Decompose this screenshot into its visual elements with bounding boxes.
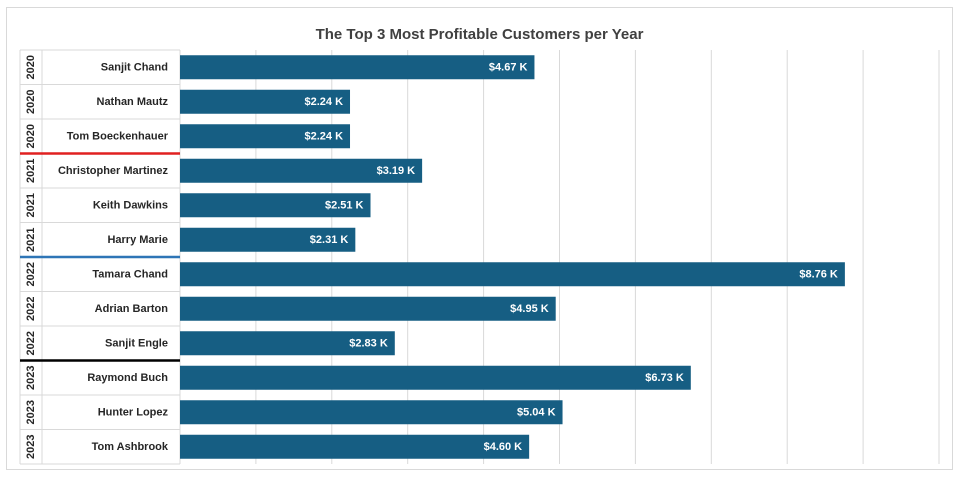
customer-tick-label: Keith Dawkins	[93, 199, 168, 211]
bar	[180, 227, 356, 252]
data-label: $4.95 K	[510, 303, 549, 315]
data-label: $4.60 K	[484, 441, 523, 453]
customer-tick-label: Sanjit Engle	[105, 337, 168, 349]
year-tick-label: 2020	[25, 90, 37, 114]
chart-title: The Top 3 Most Profitable Customers per …	[315, 26, 644, 43]
bar	[180, 296, 556, 321]
year-tick-label: 2021	[25, 159, 37, 183]
customer-tick-label: Sanjit Chand	[101, 61, 168, 73]
bar	[180, 158, 423, 183]
year-tick-label: 2023	[25, 366, 37, 390]
data-label: $6.73 K	[645, 372, 684, 384]
bar	[180, 400, 563, 425]
year-tick-label: 2021	[25, 193, 37, 217]
year-tick-label: 2020	[25, 55, 37, 79]
bar	[180, 55, 535, 80]
year-tick-label: 2020	[25, 124, 37, 148]
customer-tick-label: Tamara Chand	[92, 268, 168, 280]
year-tick-label: 2021	[25, 228, 37, 252]
year-tick-label: 2022	[25, 262, 37, 286]
bar	[180, 434, 530, 459]
customer-tick-label: Tom Ashbrook	[92, 441, 169, 453]
data-label: $8.76 K	[799, 268, 838, 280]
data-label: $2.83 K	[349, 337, 388, 349]
bar	[180, 193, 371, 218]
customer-tick-label: Harry Marie	[107, 234, 168, 246]
year-tick-label: 2023	[25, 400, 37, 424]
bar	[180, 365, 691, 390]
data-label: $2.31 K	[310, 234, 349, 246]
customer-tick-label: Hunter Lopez	[98, 406, 169, 418]
year-tick-label: 2022	[25, 331, 37, 355]
customer-tick-label: Tom Boeckenhauer	[67, 130, 169, 142]
year-tick-label: 2022	[25, 297, 37, 321]
customer-tick-label: Nathan Mautz	[97, 96, 169, 108]
customer-tick-label: Christopher Martinez	[58, 165, 169, 177]
bar	[180, 89, 351, 114]
year-tick-label: 2023	[25, 435, 37, 459]
data-label: $2.24 K	[304, 130, 343, 142]
data-label: $4.67 K	[489, 61, 528, 73]
bar	[180, 262, 845, 287]
bar	[180, 124, 351, 149]
customer-tick-label: Raymond Buch	[87, 372, 168, 384]
data-label: $2.24 K	[304, 96, 343, 108]
bar	[180, 331, 395, 356]
data-label: $3.19 K	[377, 165, 416, 177]
customer-tick-label: Adrian Barton	[95, 303, 169, 315]
data-label: $2.51 K	[325, 199, 364, 211]
data-label: $5.04 K	[517, 406, 556, 418]
